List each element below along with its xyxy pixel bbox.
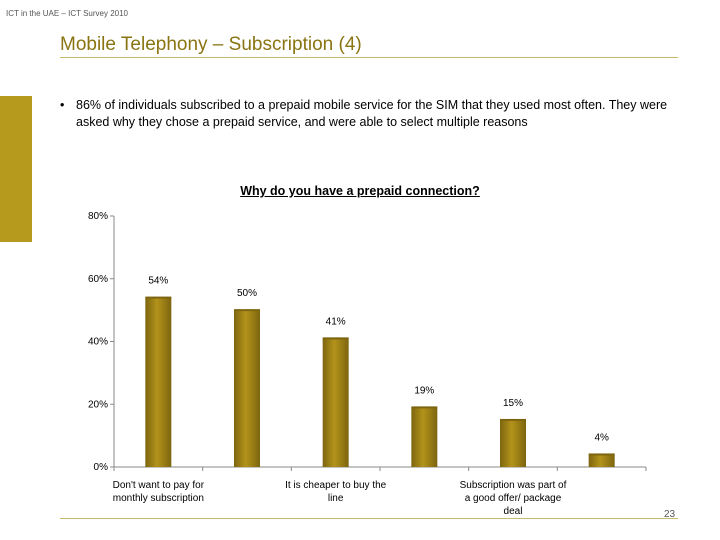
bar-cap — [322, 337, 349, 340]
y-tick-label: 80% — [88, 211, 108, 222]
y-tick-label: 40% — [88, 337, 108, 348]
bar-cap — [234, 309, 260, 312]
bullet-dot: • — [60, 98, 65, 112]
bar — [234, 310, 260, 467]
bar-cap — [588, 453, 615, 456]
category-label: Don't want to pay for monthly subscripti… — [112, 480, 205, 504]
footer-divider — [60, 518, 678, 519]
bar — [411, 407, 438, 467]
y-tick-label: 0% — [94, 462, 109, 473]
bar — [500, 419, 526, 467]
bar — [322, 338, 349, 467]
accent-bar — [0, 96, 32, 242]
title-divider — [60, 57, 678, 58]
bar-cap — [500, 418, 526, 421]
chart-title: Why do you have a prepaid connection? — [240, 184, 480, 198]
data-label: 19% — [414, 385, 434, 396]
data-label: 50% — [237, 288, 257, 299]
bar-cap — [145, 296, 172, 299]
category-label: Subscription was part of a good offer/ p… — [459, 480, 567, 517]
bullet-text: 86% of individuals subscribed to a prepa… — [76, 98, 668, 129]
page-number: 23 — [664, 509, 676, 520]
bar-cap — [411, 406, 438, 409]
data-label: 41% — [326, 316, 346, 327]
data-label: 4% — [594, 432, 609, 443]
bar — [588, 454, 615, 467]
y-tick-label: 20% — [88, 399, 108, 410]
data-label: 54% — [148, 276, 168, 287]
page-title: Mobile Telephony – Subscription (4) — [60, 34, 362, 55]
y-tick-label: 60% — [88, 274, 108, 285]
category-label: It is cheaper to buy the line — [285, 480, 387, 504]
header-note: ICT in the UAE – ICT Survey 2010 — [6, 9, 128, 18]
bullet-point: • 86% of individuals subscribed to a pre… — [60, 97, 700, 131]
data-label: 15% — [503, 398, 523, 409]
bar — [145, 297, 172, 467]
